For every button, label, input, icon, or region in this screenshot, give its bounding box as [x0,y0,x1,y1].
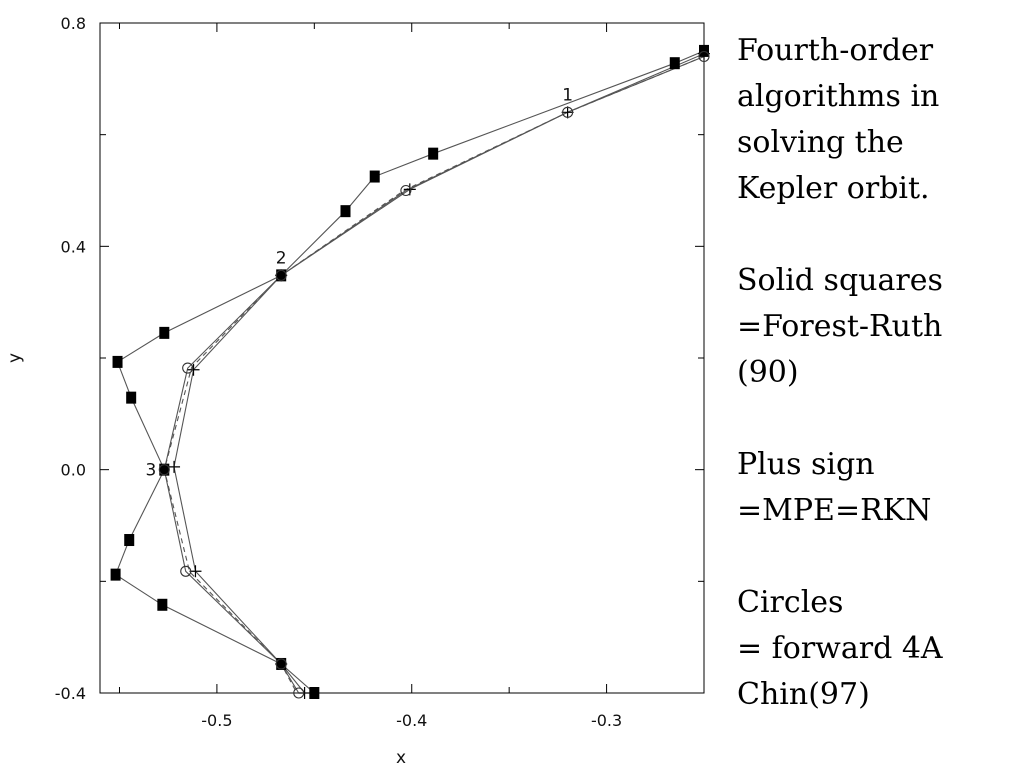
circle-marker [182,362,194,374]
description-paragraph: Fourth-order algorithms in solving the Kepl… [737,28,1022,212]
series-line-square [114,50,704,693]
x-tick-label: -0.4 [396,711,427,730]
plus-marker [187,363,200,376]
square-marker [159,326,170,339]
plus-marker [168,460,181,473]
circle-marker [158,464,170,476]
description-line: algorithms in [737,79,940,114]
plus-marker [298,687,311,699]
circle-marker [562,106,574,118]
x-axis-title: x [396,748,406,768]
description-line: Kepler orbit. [737,171,930,206]
description-paragraph: Solid squares =Forest-Ruth (90) [737,258,1022,396]
circle-marker [275,269,287,281]
description-line: Plus sign [737,447,875,482]
y-tick-label: 0.4 [61,237,86,256]
description-line: Chin(97) [737,677,870,712]
description-line: Circles [737,585,844,620]
square-marker [126,391,137,404]
description-line: (90) [737,355,799,390]
description-line: = forward 4A [737,631,943,666]
circle-marker [293,687,305,699]
x-tick-label: -0.5 [201,711,232,730]
y-tick-label: -0.4 [55,684,86,703]
description-line: =MPE=RKN [737,493,932,528]
side-description: Fourth-order algorithms in solving the Kepl… [737,28,1022,718]
plus-marker [275,269,288,282]
square-marker [159,463,170,476]
circle-marker [400,184,412,197]
circle-marker [180,565,192,577]
plus-marker [189,565,202,578]
reference-point-label: 2 [276,248,287,268]
plus-marker [561,106,574,119]
description-line: Fourth-order [737,33,934,68]
square-marker [428,147,439,160]
y-axis-title: y [5,353,25,363]
square-marker [340,205,351,218]
reference-point-label: 3 [145,461,156,481]
reference-point-label: 1 [562,85,573,105]
plot-area-frame [99,22,705,694]
square-marker [369,170,380,183]
marker-layer: 1 2 3 [110,44,710,699]
square-marker [157,598,168,611]
description-line: solving the [737,125,904,160]
y-tick-label: 0.8 [61,14,86,33]
series-line-plus [173,53,704,693]
description-line: Solid squares [737,263,943,298]
description-paragraph: Circles = forward 4A Chin(97) [737,580,1022,718]
axis-layer: 0.8 0.4 0.0 -0.4 -0.5 -0.4 -0.3 [55,14,705,730]
square-marker [110,568,121,581]
square-marker [124,534,135,547]
square-marker [669,57,680,70]
circle-marker [275,658,287,670]
plus-marker [275,657,288,670]
circle-marker [698,50,710,63]
description-line: =Forest-Ruth [737,309,943,344]
y-tick-label: 0.0 [61,461,86,480]
x-tick-label: -0.3 [591,711,622,730]
description-paragraph: Plus sign =MPE=RKN [737,442,1022,534]
series-line-none [163,55,704,693]
square-marker [112,355,123,368]
series-layer [114,50,704,693]
